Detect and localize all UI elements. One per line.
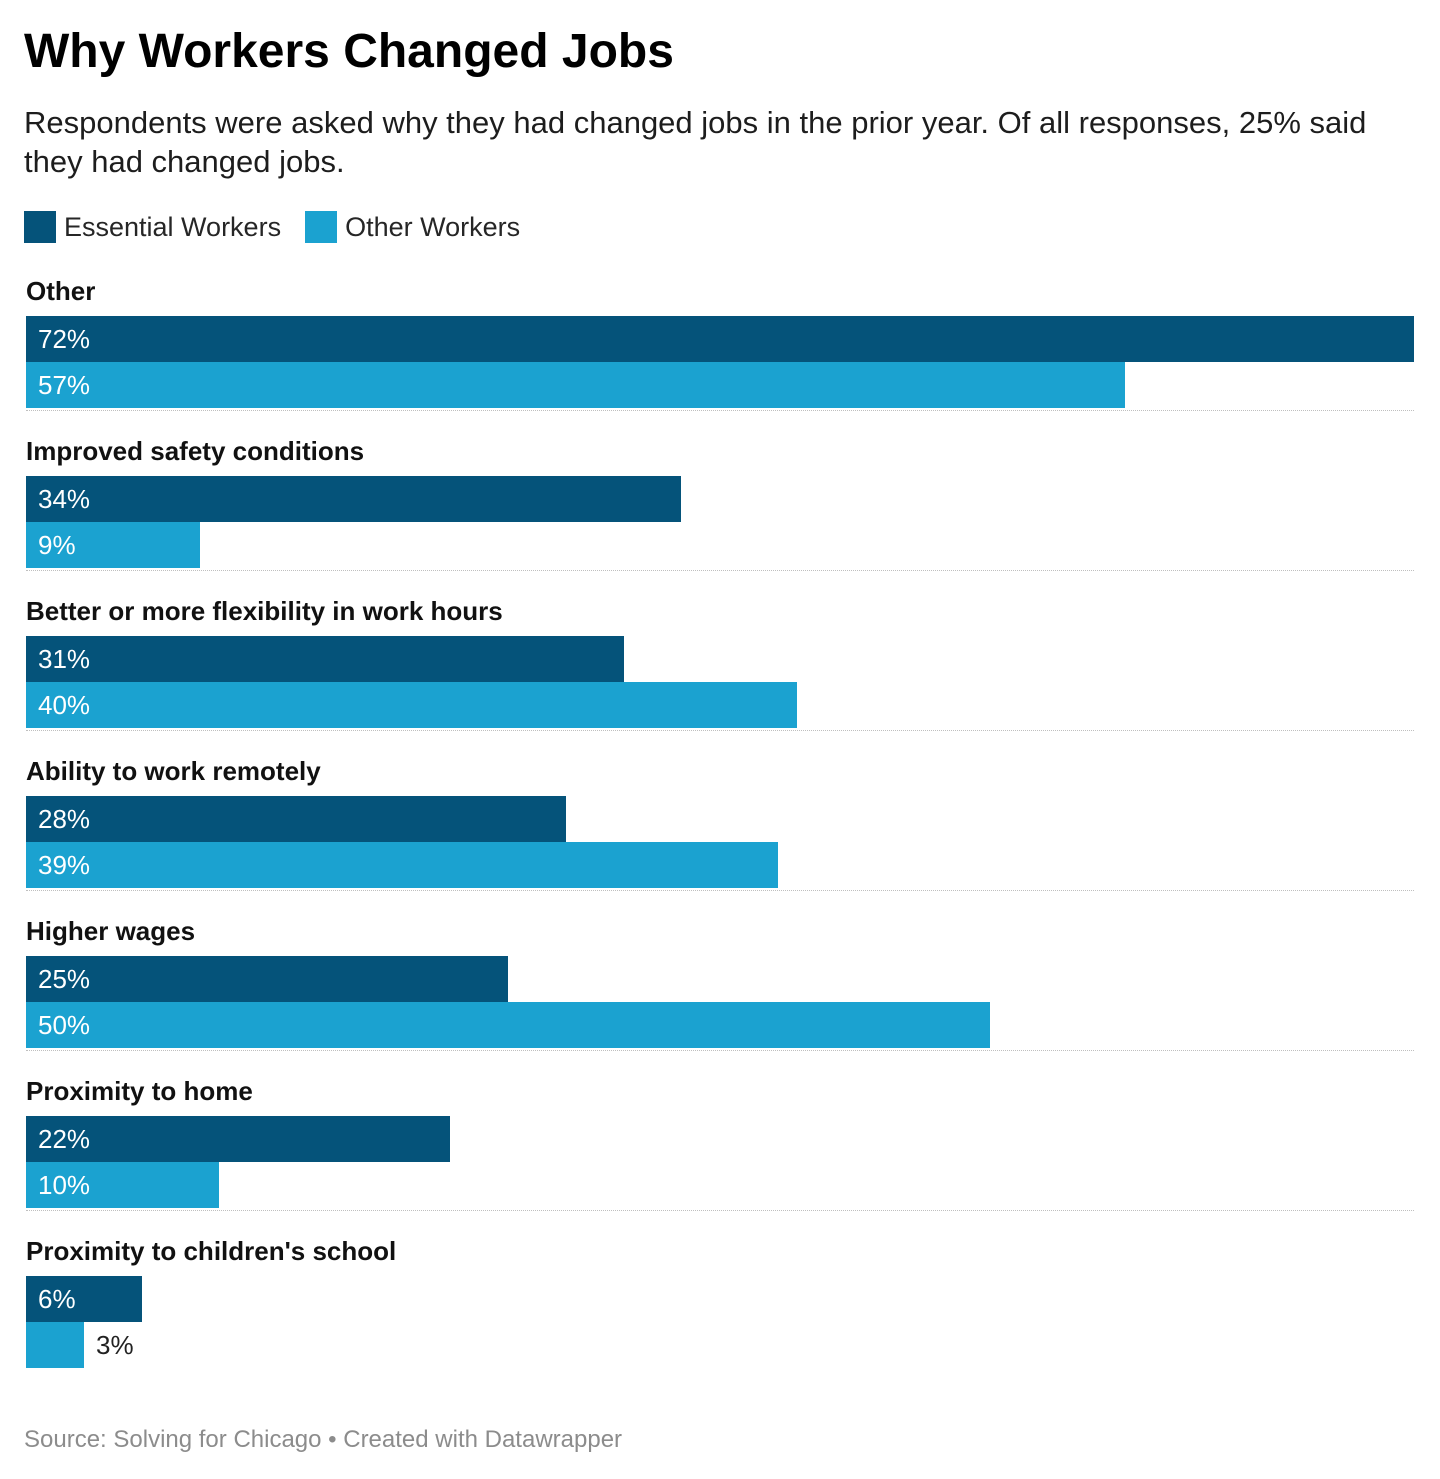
category-group: Ability to work remotely 28% 39% [0,756,1440,916]
bar-essential [26,1116,450,1162]
data-label: 6% [38,1284,76,1314]
data-label: 39% [38,850,91,880]
legend-item-essential: Essential Workers [24,211,281,243]
category-label: Improved safety conditions [26,436,365,466]
category-label: Other [26,276,96,306]
category-group: Other 72% 57% [0,276,1440,436]
bar-other [26,682,797,728]
bar-other [26,522,200,568]
source-note: Source: Solving for Chicago • Created wi… [24,1426,623,1453]
bar-other [26,1322,84,1368]
category-label: Higher wages [26,916,196,946]
legend-label: Essential Workers [64,211,282,242]
row-separator [26,890,1414,891]
data-label: 25% [38,964,91,994]
bar-essential [26,316,1414,362]
category-group: Proximity to home 22% 10% [0,1076,1440,1236]
category-group: Higher wages 25% 50% [0,916,1440,1076]
legend-label: Other Workers [345,211,521,242]
data-label: 72% [38,324,91,354]
bar-other [26,1162,219,1208]
data-label: 57% [38,370,91,400]
row-separator [26,730,1414,731]
category-group: Proximity to children's school 6% 3% [0,1236,1440,1396]
bar-essential [26,956,508,1002]
data-label: 28% [38,804,91,834]
data-label: 9% [38,530,76,560]
row-separator [26,410,1414,411]
legend-item-other: Other Workers [305,211,520,243]
category-label: Proximity to children's school [26,1236,397,1266]
category-label: Better or more flexibility in work hours [26,596,503,626]
category-group: Improved safety conditions 34% 9% [0,436,1440,596]
row-separator [26,1210,1414,1211]
chart-title: Why Workers Changed Jobs [24,25,674,78]
bar-other [26,1002,990,1048]
legend-swatch [24,211,56,243]
data-label: 22% [38,1124,91,1154]
bar-essential [26,636,624,682]
row-separator [26,1050,1414,1051]
bar-other [26,362,1125,408]
data-label: 31% [38,644,91,674]
data-label: 3% [96,1330,134,1360]
data-label: 10% [38,1170,91,1200]
data-label: 34% [38,484,91,514]
legend: Essential Workers Other Workers [24,210,544,244]
category-label: Proximity to home [26,1076,253,1106]
data-label: 50% [38,1010,91,1040]
row-separator [26,570,1414,571]
data-label: 40% [38,690,91,720]
chart-subtitle: Respondents were asked why they had chan… [24,105,1367,179]
bar-essential [26,476,681,522]
bar-other [26,842,778,888]
bar-essential [26,796,566,842]
category-label: Ability to work remotely [26,756,321,786]
legend-swatch [305,211,338,243]
category-group: Better or more flexibility in work hours… [0,596,1440,756]
bar-essential [26,1276,142,1322]
